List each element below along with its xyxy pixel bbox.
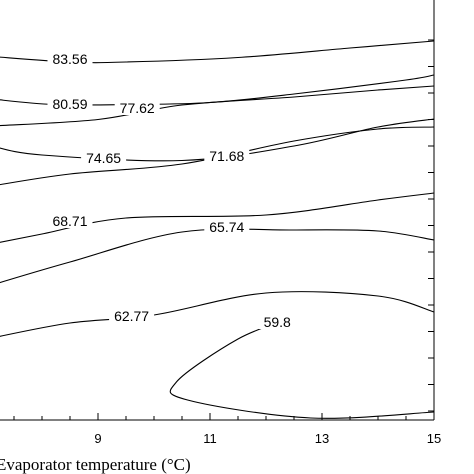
- axis-ticks: 9 11 13 15: [13, 39, 441, 446]
- contour-label-bg-2: [47, 94, 93, 111]
- contour-label-bg-4: [81, 148, 127, 165]
- x-axis-title: Evaporator temperature (°C): [0, 455, 191, 474]
- contour-label-bg-5: [204, 146, 250, 163]
- contour-label-6: 68.71: [52, 213, 87, 229]
- contour-line-8: [0, 291, 435, 337]
- contour-label-7: 65.74: [209, 219, 244, 235]
- x-tick-label: 15: [427, 431, 441, 446]
- contour-line-3: [0, 85, 435, 127]
- contour-label-8: 62.77: [114, 308, 149, 324]
- contour-label-3: 77.62: [120, 100, 155, 116]
- x-tick-label: 13: [315, 431, 329, 446]
- contour-label-9: 59.8: [264, 314, 291, 330]
- contour-label-bg-6: [47, 211, 93, 228]
- contour-label-1: 83.56: [52, 51, 87, 67]
- contour-label-2: 80.59: [52, 96, 87, 112]
- plot-axes: [0, 0, 435, 421]
- contour-line-9: [169, 318, 435, 419]
- x-tick-label: 11: [203, 431, 217, 446]
- contour-label-5: 71.68: [209, 148, 244, 164]
- contour-line-7: [0, 228, 435, 284]
- contour-label-bg-3: [114, 98, 160, 115]
- contour-label-4: 74.65: [86, 150, 121, 166]
- contour-line-6: [0, 192, 435, 243]
- contour-labels: 83.56 80.59 77.62 74.65 71.68 68.71 65.74 62.77…: [47, 49, 296, 330]
- contour-label-bg-9: [258, 312, 296, 329]
- contour-label-bg-7: [204, 217, 250, 234]
- x-tick-label: 9: [94, 431, 101, 446]
- contour-label-bg-1: [47, 49, 93, 66]
- contour-label-bg-8: [109, 306, 155, 323]
